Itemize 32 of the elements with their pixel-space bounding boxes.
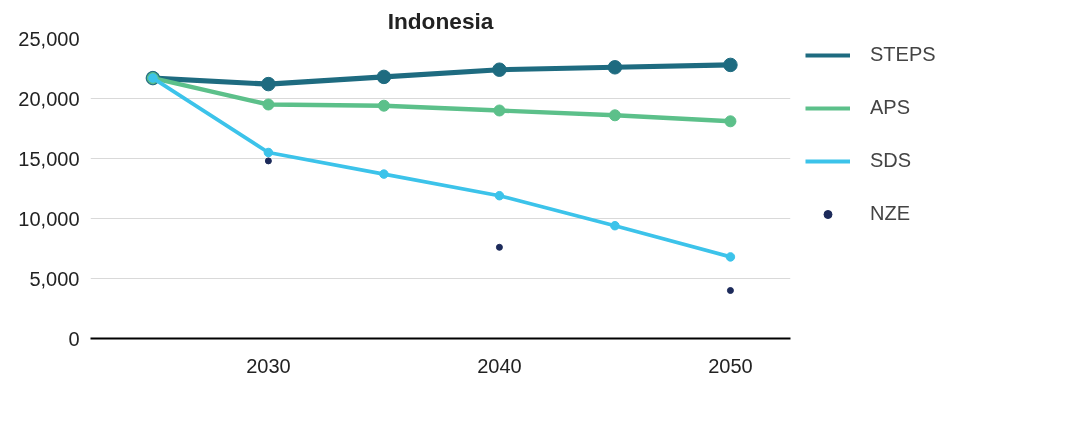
legend-label: STEPS [870,43,936,66]
y-tick-label: 5,000 [29,267,80,290]
legend-label: SDS [870,149,912,172]
point [493,104,506,117]
x-tick-label: 2030 [246,354,291,377]
chart-title: Indonesia [387,7,494,34]
point [725,252,736,262]
y-tick-label: 20,000 [18,87,80,110]
point [610,220,620,231]
point [376,69,392,85]
point [377,99,390,112]
x-tick-label: 2050 [708,354,753,377]
y-tick-label: 25,000 [18,27,80,50]
x-tick-label: 2040 [477,354,522,377]
point [723,57,738,73]
legend-label: NZE [870,202,910,225]
point [262,98,275,111]
y-tick-label: 0 [68,327,80,350]
point [607,60,623,75]
legend-label: APS [870,96,911,119]
y-tick-label: 15,000 [18,147,80,170]
point [379,169,389,179]
point [264,157,272,165]
point [492,62,507,77]
y-tick-label: 10,000 [18,207,80,230]
point [724,115,737,128]
point [726,287,734,294]
point [494,190,505,201]
point [263,147,274,158]
point [608,109,621,122]
point [261,76,276,92]
point [495,243,503,251]
